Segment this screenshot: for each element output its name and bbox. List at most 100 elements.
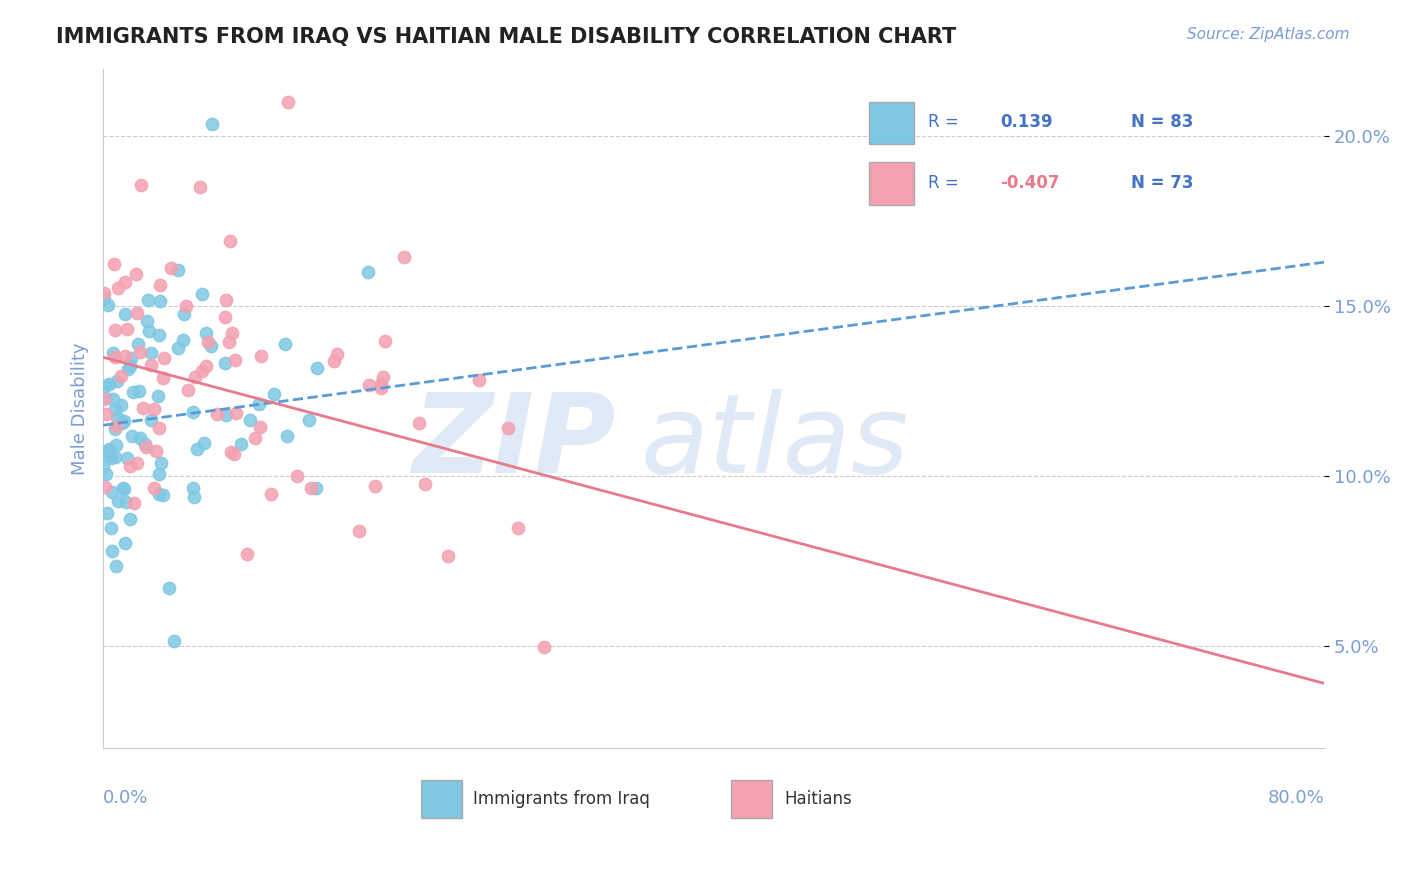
Point — [326, 347, 349, 361]
Point — [245, 431, 267, 445]
Point — [193, 436, 215, 450]
Point — [194, 359, 217, 374]
Point — [135, 441, 157, 455]
Point — [183, 491, 205, 505]
Point — [184, 370, 207, 384]
Point — [114, 349, 136, 363]
Point — [214, 310, 236, 325]
Point — [117, 362, 139, 376]
Point — [218, 234, 240, 248]
Point — [299, 481, 322, 495]
Point — [183, 481, 205, 495]
Point — [305, 481, 328, 495]
Point — [392, 251, 415, 265]
Point — [127, 305, 149, 319]
Point — [96, 506, 118, 520]
Point — [260, 486, 283, 500]
Point — [121, 429, 143, 443]
Point — [323, 354, 346, 368]
Point — [96, 444, 118, 458]
Point — [167, 263, 190, 277]
Text: 0.0%: 0.0% — [103, 789, 149, 806]
Point — [224, 352, 246, 367]
Point — [371, 369, 394, 384]
Point — [104, 450, 127, 465]
Point — [250, 349, 273, 363]
Point — [93, 286, 115, 301]
Point — [148, 467, 170, 481]
Point — [200, 339, 222, 353]
Point — [110, 368, 132, 383]
Point — [104, 350, 127, 364]
Point — [273, 336, 295, 351]
Point — [225, 406, 247, 420]
Point — [305, 360, 328, 375]
Point — [97, 449, 120, 463]
Point — [136, 314, 159, 328]
Point — [122, 385, 145, 400]
Point — [247, 397, 270, 411]
Point — [93, 392, 115, 406]
Point — [436, 549, 458, 564]
Point — [138, 324, 160, 338]
Point — [277, 95, 299, 110]
Point — [112, 481, 135, 495]
Point — [364, 479, 387, 493]
Point — [94, 467, 117, 481]
Point — [136, 293, 159, 307]
Point — [103, 401, 125, 416]
Point — [129, 431, 152, 445]
Point — [93, 460, 115, 475]
Point — [149, 456, 172, 470]
Point — [374, 334, 396, 348]
Text: Source: ZipAtlas.com: Source: ZipAtlas.com — [1187, 27, 1350, 42]
Point — [120, 351, 142, 366]
Point — [201, 117, 224, 131]
Point — [508, 521, 530, 535]
Point — [191, 287, 214, 301]
Point — [112, 414, 135, 428]
Point — [115, 450, 138, 465]
Point — [195, 326, 218, 340]
Point — [94, 391, 117, 405]
Point — [357, 265, 380, 279]
Point — [114, 275, 136, 289]
Text: atlas: atlas — [641, 389, 910, 496]
Point — [101, 485, 124, 500]
Point — [103, 392, 125, 406]
Point — [107, 281, 129, 295]
Point — [188, 179, 211, 194]
Point — [105, 419, 128, 434]
Point — [149, 277, 172, 292]
Point — [148, 328, 170, 343]
Point — [218, 335, 240, 350]
Point — [146, 389, 169, 403]
Point — [141, 413, 163, 427]
Point — [101, 544, 124, 558]
Point — [94, 379, 117, 393]
Point — [229, 436, 252, 450]
Point — [221, 326, 243, 341]
Point — [120, 359, 142, 374]
Point — [181, 405, 204, 419]
Point — [249, 420, 271, 434]
Point — [298, 412, 321, 426]
Point — [93, 291, 115, 305]
Point — [370, 381, 392, 395]
Point — [98, 442, 121, 457]
Text: IMMIGRANTS FROM IRAQ VS HAITIAN MALE DISABILITY CORRELATION CHART: IMMIGRANTS FROM IRAQ VS HAITIAN MALE DIS… — [56, 27, 956, 46]
Point — [173, 307, 195, 321]
Point — [114, 535, 136, 549]
Point — [533, 640, 555, 654]
Point — [115, 322, 138, 336]
Point — [114, 307, 136, 321]
Point — [349, 524, 371, 539]
Point — [139, 346, 162, 360]
Point — [143, 401, 166, 416]
Point — [97, 376, 120, 391]
Point — [104, 422, 127, 436]
Point — [172, 334, 194, 348]
Point — [413, 477, 436, 491]
Point — [160, 260, 183, 275]
Point — [219, 445, 242, 459]
